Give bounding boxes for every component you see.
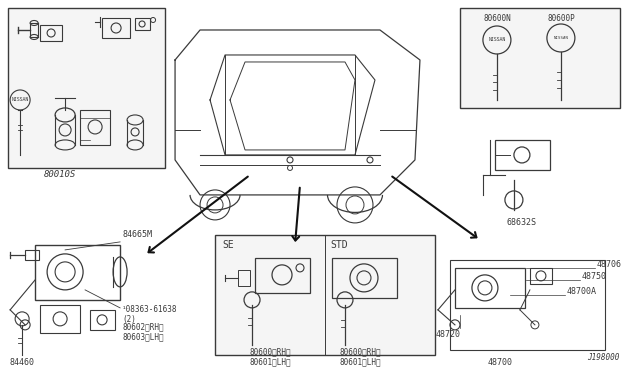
Text: NISSAN: NISSAN (554, 36, 568, 40)
Text: 48706: 48706 (597, 260, 622, 269)
Text: 48750: 48750 (582, 272, 607, 281)
Text: 48700: 48700 (488, 358, 513, 367)
Text: NISSAN: NISSAN (488, 38, 506, 42)
Text: NISSAN: NISSAN (12, 97, 29, 102)
Bar (90, 310, 115, 330)
Bar (450, 260, 605, 350)
Text: ¹08363-61638
(2): ¹08363-61638 (2) (122, 305, 177, 324)
Text: 80600〈RH〉
80601〈LH〉: 80600〈RH〉 80601〈LH〉 (249, 347, 291, 366)
Bar (460, 8, 620, 108)
Bar (8, 8, 165, 168)
Text: STD: STD (330, 240, 348, 250)
Text: 80600N: 80600N (483, 14, 511, 23)
Bar (238, 270, 250, 286)
Bar (40, 305, 80, 333)
Text: 48720: 48720 (435, 330, 460, 339)
Text: 84665M: 84665M (122, 230, 152, 239)
Bar (455, 268, 525, 308)
Bar (255, 258, 310, 293)
Bar (215, 235, 435, 355)
Bar (80, 110, 110, 145)
Text: 80010S: 80010S (44, 170, 76, 179)
Text: 48700A: 48700A (567, 288, 597, 296)
Bar (530, 268, 552, 284)
Bar (35, 245, 120, 300)
Text: 80602〈RH〉
80603〈LH〉: 80602〈RH〉 80603〈LH〉 (122, 322, 164, 341)
Text: 68632S: 68632S (507, 218, 537, 227)
Text: 80600P: 80600P (547, 14, 575, 23)
Text: 80600〈RH〉
80601〈LH〉: 80600〈RH〉 80601〈LH〉 (339, 347, 381, 366)
Bar (25, 250, 39, 260)
Bar (495, 140, 550, 170)
Bar (135, 18, 150, 30)
Text: J198000: J198000 (588, 353, 620, 362)
Text: 84460: 84460 (10, 358, 35, 367)
Text: SE: SE (222, 240, 234, 250)
Bar (332, 258, 397, 298)
Bar (102, 18, 130, 38)
Bar (40, 25, 62, 41)
